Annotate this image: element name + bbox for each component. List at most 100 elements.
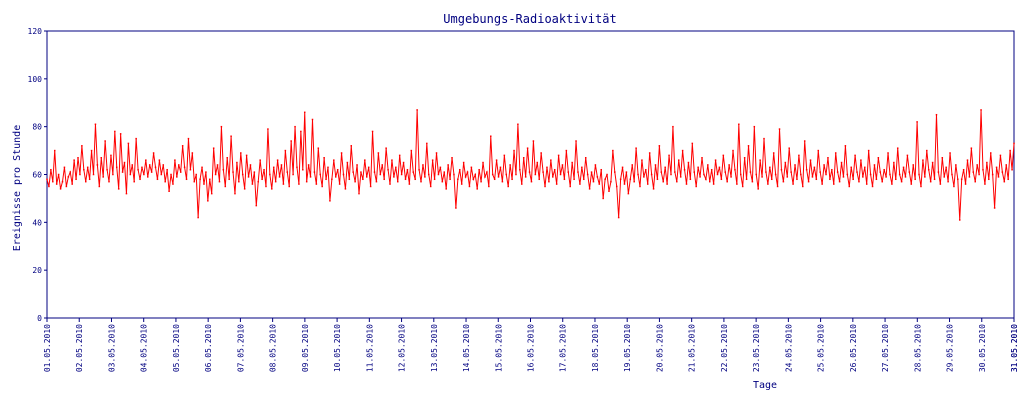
data-point: [340, 152, 343, 154]
x-tick-label: 27.05.2010: [881, 324, 890, 372]
data-point: [854, 154, 856, 157]
data-point: [522, 157, 525, 159]
data-point: [404, 178, 407, 181]
data-point: [765, 171, 767, 173]
data-point: [747, 145, 750, 147]
data-point: [645, 168, 647, 171]
data-point: [238, 180, 240, 183]
x-tick-label: 24.05.2010: [784, 324, 793, 372]
data-point: [970, 147, 973, 149]
data-point: [79, 173, 81, 176]
data-point: [497, 176, 500, 178]
data-point: [922, 159, 924, 161]
data-point: [823, 164, 825, 166]
data-point: [615, 185, 618, 188]
data-point: [596, 176, 599, 178]
data-point: [865, 183, 868, 185]
data-point: [129, 173, 132, 176]
y-tick-label: 0: [37, 314, 42, 323]
data-point: [749, 171, 752, 173]
data-point: [709, 180, 711, 183]
data-point: [526, 147, 529, 149]
data-point: [910, 183, 913, 185]
data-point: [552, 176, 554, 178]
data-point: [457, 178, 459, 181]
data-point: [294, 125, 296, 128]
data-point: [862, 176, 864, 178]
data-point: [59, 188, 62, 190]
data-point: [429, 185, 432, 188]
x-tick-label: 31.05.2010: [1010, 324, 1019, 372]
data-point: [524, 176, 527, 178]
data-point: [358, 192, 360, 195]
data-point: [650, 173, 653, 176]
data-point: [966, 159, 969, 161]
data-point: [305, 180, 308, 183]
data-point: [398, 154, 401, 157]
data-point: [147, 176, 149, 178]
data-point: [893, 161, 895, 164]
data-point: [470, 166, 473, 169]
data-point: [627, 192, 630, 195]
data-point: [451, 157, 453, 159]
data-point: [619, 178, 622, 181]
data-point: [718, 166, 721, 169]
x-tick-label: 22.05.2010: [720, 324, 729, 372]
data-point: [869, 173, 872, 176]
data-point: [150, 171, 153, 173]
data-point: [63, 166, 66, 169]
data-point: [114, 130, 116, 133]
data-point: [848, 185, 851, 188]
data-point: [896, 147, 899, 149]
data-point: [503, 154, 506, 157]
data-point: [980, 109, 982, 111]
data-point: [346, 161, 349, 164]
data-point: [852, 178, 854, 181]
data-point: [366, 176, 368, 178]
data-point: [621, 166, 624, 169]
data-point: [643, 176, 645, 178]
data-point: [916, 121, 918, 123]
data-point: [790, 171, 792, 173]
y-tick-label: 20: [32, 266, 42, 275]
data-point: [565, 149, 568, 152]
data-point: [486, 171, 488, 173]
data-point: [559, 173, 562, 176]
data-point: [309, 176, 312, 178]
data-point: [902, 166, 905, 169]
data-point: [889, 173, 891, 176]
data-point: [426, 142, 428, 145]
data-point: [325, 178, 327, 181]
x-tick-label: 21.05.2010: [688, 324, 697, 372]
data-point: [311, 118, 314, 121]
data-point: [422, 164, 424, 166]
data-point: [732, 149, 734, 152]
data-point: [986, 161, 988, 164]
data-point: [54, 149, 56, 152]
data-point: [958, 219, 961, 221]
data-point: [288, 185, 290, 188]
data-point: [629, 178, 632, 181]
data-point: [88, 178, 91, 181]
data-point: [65, 185, 68, 188]
data-point: [546, 166, 548, 169]
data-point: [858, 180, 860, 183]
data-point: [480, 180, 482, 183]
data-point: [590, 171, 593, 173]
data-point: [443, 171, 446, 173]
data-point: [234, 192, 236, 195]
data-point: [178, 164, 180, 166]
data-point: [846, 173, 849, 176]
data-point: [1001, 171, 1004, 173]
data-point: [189, 168, 192, 171]
data-point: [817, 149, 820, 152]
data-point: [743, 157, 746, 159]
data-point: [999, 154, 1002, 157]
data-point: [317, 147, 320, 149]
data-point: [164, 180, 166, 183]
data-point: [652, 188, 655, 190]
data-point: [544, 185, 546, 188]
data-point: [883, 168, 885, 171]
data-point: [212, 147, 215, 149]
data-point: [534, 173, 537, 176]
